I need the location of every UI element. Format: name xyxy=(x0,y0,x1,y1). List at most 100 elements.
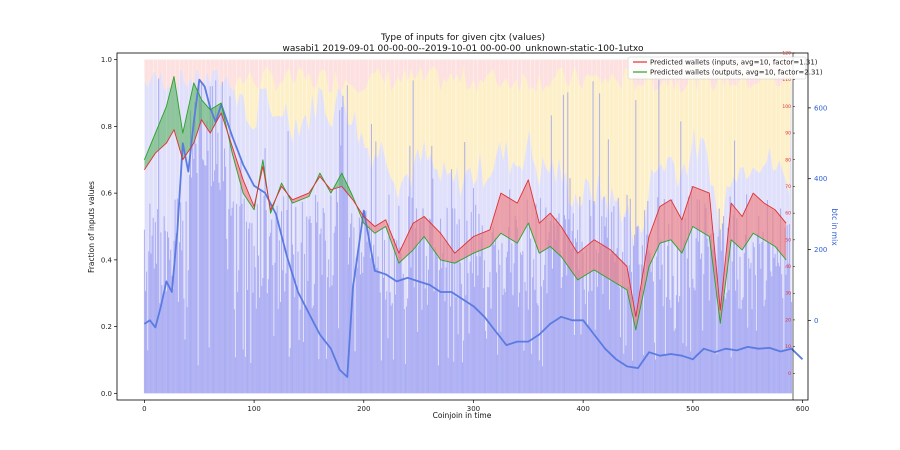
btc-bar xyxy=(554,223,556,394)
btc-bar xyxy=(155,263,158,394)
btc-bar xyxy=(585,247,587,394)
btc-bar xyxy=(299,309,301,394)
btc-bar xyxy=(422,208,424,394)
btc-bar xyxy=(320,228,322,394)
btc-bar xyxy=(778,266,781,394)
btc-bar xyxy=(353,227,355,394)
btc-bar xyxy=(648,250,650,394)
btc-bar xyxy=(729,196,731,394)
fill-inputs-above xyxy=(528,179,540,254)
btc-bar xyxy=(409,145,411,394)
btc-bar xyxy=(740,308,742,394)
btc-bar xyxy=(199,100,201,394)
btc-bar xyxy=(501,243,503,394)
btc-bar xyxy=(559,250,561,394)
btc-bar xyxy=(512,295,514,394)
y3-tick-label: 20 xyxy=(785,317,791,323)
btc-bar xyxy=(592,81,594,394)
btc-bar xyxy=(396,240,398,394)
btc-bar xyxy=(619,337,621,394)
btc-bar xyxy=(699,258,702,394)
btc-bar xyxy=(781,274,783,394)
btc-bar xyxy=(571,230,573,394)
btc-bar xyxy=(389,292,391,394)
btc-bar xyxy=(499,264,501,394)
btc-bar xyxy=(526,199,528,394)
btc-bar xyxy=(561,277,563,394)
btc-bar xyxy=(216,163,218,394)
btc-bar xyxy=(469,261,471,394)
btc-bar xyxy=(702,330,704,394)
btc-bar xyxy=(379,292,381,394)
btc-bar xyxy=(171,275,173,394)
btc-bar xyxy=(520,252,522,394)
btc-bar xyxy=(542,366,544,394)
fill-inputs-above xyxy=(635,236,649,330)
btc-bar xyxy=(243,198,245,394)
y2-tick-label: 600 xyxy=(814,104,827,112)
btc-bar xyxy=(739,256,741,394)
btc-bar xyxy=(708,300,710,394)
btc-bar xyxy=(219,189,221,394)
btc-bar xyxy=(572,213,574,394)
btc-bar xyxy=(717,236,719,394)
btc-bar xyxy=(521,254,523,394)
btc-bar xyxy=(457,334,459,394)
btc-bar xyxy=(533,259,535,394)
btc-bar xyxy=(304,253,306,394)
btc-bar xyxy=(237,292,239,394)
btc-bar xyxy=(759,243,761,394)
btc-bar xyxy=(241,203,243,394)
btc-bar xyxy=(307,281,309,394)
btc-bar xyxy=(272,265,274,394)
btc-bar xyxy=(491,232,493,394)
btc-bar xyxy=(474,286,476,394)
btc-bar xyxy=(656,256,658,394)
btc-bar xyxy=(651,258,653,394)
btc-bar xyxy=(579,196,581,394)
btc-bar xyxy=(411,197,413,394)
y3-tick-label: 70 xyxy=(785,184,791,190)
btc-bar xyxy=(701,253,703,394)
btc-bar xyxy=(289,347,291,394)
btc-bar xyxy=(523,350,525,394)
fill-inputs-above xyxy=(692,186,710,237)
btc-bar xyxy=(424,288,426,394)
btc-bar xyxy=(173,240,175,394)
btc-bar xyxy=(767,243,770,394)
btc-bar xyxy=(229,96,231,394)
btc-bar xyxy=(293,254,295,394)
fill-inputs-above xyxy=(500,193,518,244)
btc-bar xyxy=(750,262,752,394)
btc-bar xyxy=(423,217,425,394)
btc-bar xyxy=(697,241,699,394)
btc-bar xyxy=(175,233,177,394)
btc-bar xyxy=(789,292,791,394)
series-lines xyxy=(143,75,804,378)
btc-bar xyxy=(195,143,197,394)
btc-bar xyxy=(377,256,379,394)
btc-bar xyxy=(736,218,738,394)
btc-bar xyxy=(275,212,277,394)
btc-bar xyxy=(777,262,779,394)
btc-bar xyxy=(720,250,722,394)
btc-bar xyxy=(180,202,182,394)
btc-bar xyxy=(210,186,212,394)
btc-bar xyxy=(641,245,643,394)
btc-bar xyxy=(186,307,188,394)
btc-bar xyxy=(649,252,651,394)
btc-bar xyxy=(642,355,644,394)
btc-bar xyxy=(184,339,186,394)
btc-bar xyxy=(742,297,744,394)
btc-bar xyxy=(785,274,787,394)
btc-bar xyxy=(574,238,576,394)
btc-bar xyxy=(215,80,217,394)
btc-bar xyxy=(529,238,532,394)
btc-bar xyxy=(384,239,386,394)
btc-bar xyxy=(372,258,374,394)
btc-bar xyxy=(724,296,726,394)
fill-inputs-above xyxy=(473,229,490,254)
btc-bar xyxy=(639,293,641,394)
btc-bar xyxy=(329,287,331,394)
btc-bar xyxy=(453,361,455,394)
